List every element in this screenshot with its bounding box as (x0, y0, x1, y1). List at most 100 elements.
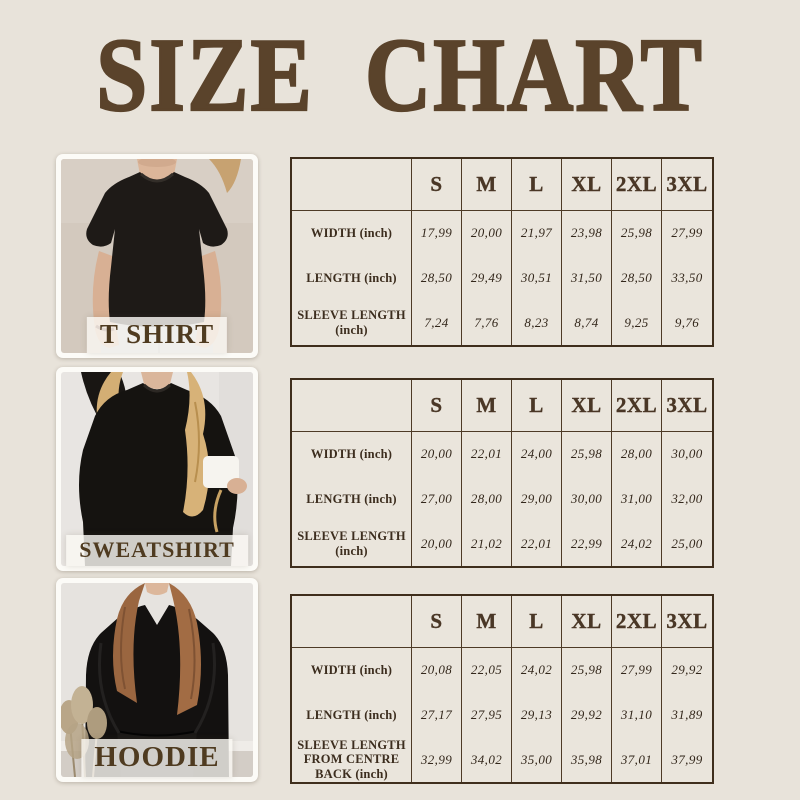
measurement-row-label: WIDTH (inch) (292, 432, 412, 477)
measurement-value: 27,99 (671, 225, 703, 241)
measurement-value: 21,02 (462, 521, 512, 566)
measurement-value: 27,17 (412, 692, 462, 738)
white-mug (203, 456, 239, 488)
measurement-value: 29,00 (512, 476, 562, 522)
measurement-value: 24,00 (512, 432, 562, 477)
measurement-value: 28,00 (612, 432, 662, 477)
size-column-header: 2XL (612, 380, 662, 432)
size-column-header: S (412, 380, 462, 432)
measurement-value: 27,95 (462, 692, 512, 738)
measurement-value: 9,25 (612, 300, 662, 345)
size-table-tshirt: S M L XL 2XL 3XL WIDTH (inch) 17,99 20,00 21,97 23… (290, 157, 714, 347)
table-corner-cell (292, 596, 412, 648)
measurement-value: 7,76 (462, 300, 512, 345)
size-table-sweatshirt: S M L XL 2XL 3XL WIDTH (inch) 20,00 22,01 24,00 25… (290, 378, 714, 568)
measurement-value: 37,99 (671, 751, 703, 767)
size-column-header: 3XL (662, 159, 712, 211)
measurement-value: 30,00 (671, 446, 703, 462)
measurement-row-label: SLEEVE LENGTH FROM CENTRE BACK (inch) (292, 737, 412, 782)
product-label-hoodie: HOODIE (81, 739, 233, 777)
measurement-value: 22,05 (462, 648, 512, 693)
measurement-value: 9,76 (674, 314, 700, 330)
product-label-text: SWEATSHIRT (79, 537, 235, 562)
measurement-value: 35,00 (512, 737, 562, 782)
face-skin (145, 583, 169, 595)
measurement-value: 29,13 (512, 692, 562, 738)
size-column-header: XL (562, 380, 612, 432)
measurement-value: 20,00 (462, 211, 512, 256)
product-photo-hoodie: HOODIE (56, 578, 258, 782)
measurement-value: 22,01 (462, 432, 512, 477)
measurement-value: 25,00 (671, 535, 703, 551)
measurement-value: 8,74 (562, 300, 612, 345)
measurement-value: 32,00 (671, 490, 703, 506)
measurement-value: 21,97 (512, 211, 562, 256)
measurement-value: 31,00 (612, 476, 662, 522)
measurement-value: 8,23 (512, 300, 562, 345)
measurement-value: 33,50 (671, 269, 703, 285)
measurement-value: 27,00 (412, 476, 462, 522)
product-photo-sweatshirt: SWEATSHIRT (56, 367, 258, 571)
measurement-value: 29,49 (462, 255, 512, 301)
measurement-value: 22,01 (512, 521, 562, 566)
hand (227, 478, 247, 494)
measurement-row-label: SLEEVE LENGTH (inch) (292, 521, 412, 566)
measurement-value: 32,99 (412, 737, 462, 782)
measurement-value: 24,02 (512, 648, 562, 693)
table-corner-cell (292, 159, 412, 211)
size-column-header: XL (562, 596, 612, 648)
size-column-header: L (512, 596, 562, 648)
size-column-header: XL (562, 159, 612, 211)
measurement-value: 23,98 (562, 211, 612, 256)
black-tshirt (86, 172, 228, 327)
size-column-header: 3XL (662, 380, 712, 432)
measurement-value: 25,98 (562, 432, 612, 477)
measurement-row-label: LENGTH (inch) (292, 255, 412, 301)
measurement-value: 22,99 (562, 521, 612, 566)
measurement-value: 28,00 (462, 476, 512, 522)
product-label-text: HOODIE (94, 741, 220, 773)
measurement-value: 7,24 (412, 300, 462, 345)
measurement-value: 20,08 (412, 648, 462, 693)
product-label-tshirt: T SHIRT (86, 317, 228, 353)
measurement-value: 37,01 (612, 737, 662, 782)
neck-skin (141, 372, 173, 389)
size-column-header: M (462, 159, 512, 211)
measurement-value: 29,92 (562, 692, 612, 738)
measurement-row-label: WIDTH (inch) (292, 211, 412, 256)
measurement-value: 28,50 (612, 255, 662, 301)
measurement-value: 24,02 (612, 521, 662, 566)
product-photo-tshirt: T SHIRT (56, 154, 258, 358)
page-title: SIZE CHART (95, 16, 704, 133)
size-column-header: M (462, 596, 512, 648)
size-column-header: M (462, 380, 512, 432)
hair-right (183, 372, 209, 517)
size-column-header: L (512, 159, 562, 211)
product-label-text: T SHIRT (99, 319, 215, 349)
measurement-value: 17,99 (412, 211, 462, 256)
measurement-value: 30,51 (512, 255, 562, 301)
measurement-value: 29,92 (671, 662, 703, 678)
size-column-header: 2XL (612, 159, 662, 211)
measurement-value: 20,00 (412, 521, 462, 566)
size-column-header: S (412, 596, 462, 648)
product-label-sweatshirt: SWEATSHIRT (66, 535, 248, 566)
measurement-value: 35,98 (562, 737, 612, 782)
measurement-value: 31,89 (671, 706, 703, 722)
measurement-row-label: LENGTH (inch) (292, 476, 412, 522)
measurement-value: 30,00 (562, 476, 612, 522)
hair (209, 159, 241, 193)
measurement-value: 34,02 (462, 737, 512, 782)
size-column-header: S (412, 159, 462, 211)
measurement-value: 20,00 (412, 432, 462, 477)
measurement-value: 31,10 (612, 692, 662, 738)
measurement-value: 25,98 (612, 211, 662, 256)
measurement-value: 27,99 (612, 648, 662, 693)
sweatshirt-photo-illustration (61, 372, 253, 566)
size-column-header: 2XL (612, 596, 662, 648)
measurement-value: 31,50 (562, 255, 612, 301)
size-table-hoodie: S M L XL 2XL 3XL WIDTH (inch) 20,08 22,05 24,02 25… (290, 594, 714, 784)
measurement-row-label: SLEEVE LENGTH (inch) (292, 300, 412, 345)
table-corner-cell (292, 380, 412, 432)
